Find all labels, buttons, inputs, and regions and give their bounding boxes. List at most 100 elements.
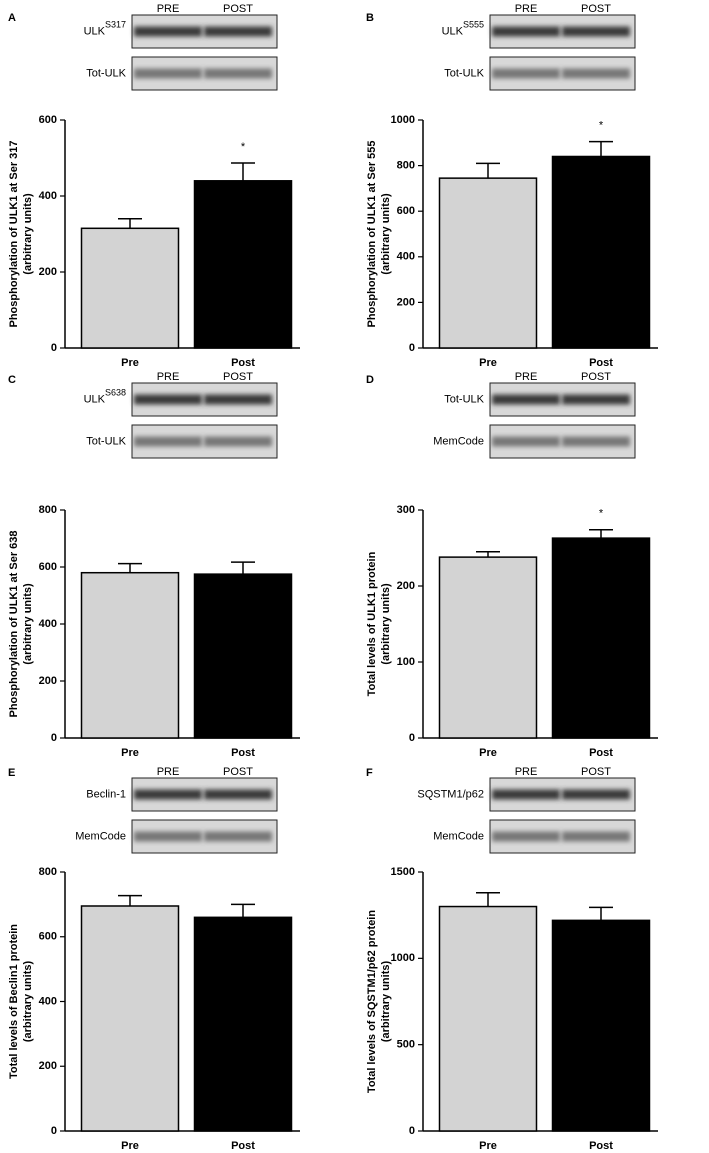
blot-band (492, 394, 560, 405)
panel-letter: B (366, 12, 374, 24)
blot-band (492, 26, 560, 37)
bar (551, 155, 651, 349)
lane-label: POST (223, 371, 253, 383)
bar (438, 905, 538, 1132)
blot-band (492, 789, 560, 800)
significance-marker: * (599, 508, 604, 520)
y-tick-label: 0 (409, 1125, 415, 1137)
x-tick-label: Pre (121, 747, 139, 759)
lane-label: POST (223, 766, 253, 778)
y-axis-label: Total levels of Beclin1 protein (8, 924, 20, 1079)
lane-label: PRE (157, 371, 180, 383)
y-axis-label: Phosphorylation of ULK1 at Ser 638 (8, 530, 20, 717)
y-tick-label: 100 (397, 656, 415, 668)
blot-band (204, 68, 272, 79)
blot-band (562, 394, 630, 405)
blot-band (562, 436, 630, 447)
y-axis-label: Total levels of SQSTM1/p62 protein (366, 910, 378, 1093)
blot-band (562, 26, 630, 37)
y-tick-label: 0 (409, 732, 415, 744)
y-tick-label: 200 (39, 1060, 57, 1072)
blot-row-name: Tot-ULK (86, 435, 126, 447)
blot-row-name: MemCode (75, 830, 126, 842)
y-tick-label: 200 (39, 675, 57, 687)
x-tick-label: Post (231, 1140, 255, 1152)
blot-row-name: Tot-ULK (444, 67, 484, 79)
lane-label: PRE (515, 3, 538, 15)
blot-band (562, 68, 630, 79)
y-axis-label: Phosphorylation of ULK1 at Ser 317 (8, 140, 20, 327)
blot-row-name: ULK (442, 25, 464, 37)
x-tick-label: Pre (121, 357, 139, 369)
panel-letter: F (366, 767, 373, 779)
lane-label: POST (581, 3, 611, 15)
blot-row-name: Tot-ULK (86, 67, 126, 79)
significance-marker: * (241, 141, 246, 153)
lane-label: POST (223, 3, 253, 15)
blot-row-superscript: S638 (105, 388, 126, 398)
y-axis-label: (arbitrary units) (22, 193, 34, 275)
blot-row-name: MemCode (433, 435, 484, 447)
blot-band (492, 436, 560, 447)
blot-band (204, 26, 272, 37)
blot-row-label: Tot-ULK (86, 67, 126, 79)
blot-band (134, 789, 202, 800)
blot-band (204, 436, 272, 447)
blot-band (492, 68, 560, 79)
blot-row-label: Beclin-1 (86, 788, 126, 800)
blot-row-label: Tot-ULK (86, 435, 126, 447)
blot-row-superscript: S555 (463, 20, 484, 30)
significance-marker: * (599, 120, 604, 132)
y-axis-label: (arbitrary units) (380, 193, 392, 275)
x-tick-label: Post (589, 1140, 613, 1152)
bar (80, 227, 180, 349)
y-tick-label: 300 (397, 504, 415, 516)
blot-row-name: MemCode (433, 830, 484, 842)
y-tick-label: 1000 (391, 952, 415, 964)
y-tick-label: 200 (397, 580, 415, 592)
y-tick-label: 800 (39, 866, 57, 878)
y-tick-label: 600 (39, 114, 57, 126)
blot-band (134, 394, 202, 405)
blot-row-label: MemCode (433, 830, 484, 842)
blot-band (134, 26, 202, 37)
lane-label: PRE (515, 371, 538, 383)
blot-band (562, 789, 630, 800)
y-tick-label: 600 (397, 205, 415, 217)
blot-row-name: SQSTM1/p62 (417, 788, 484, 800)
blot-band (134, 436, 202, 447)
blot-row-label: ULKS317 (84, 20, 126, 38)
y-tick-label: 400 (397, 251, 415, 263)
bar (80, 571, 180, 739)
blot-band (134, 831, 202, 842)
blot-row-label: Tot-ULK (444, 67, 484, 79)
x-tick-label: Post (589, 747, 613, 759)
y-tick-label: 200 (39, 266, 57, 278)
y-tick-label: 0 (409, 342, 415, 354)
x-tick-label: Pre (479, 357, 497, 369)
x-tick-label: Post (231, 357, 255, 369)
y-tick-label: 0 (51, 1125, 57, 1137)
y-tick-label: 600 (39, 931, 57, 943)
x-tick-label: Pre (121, 1140, 139, 1152)
y-tick-label: 500 (397, 1039, 415, 1051)
blot-row-name: Tot-ULK (444, 393, 484, 405)
bar (193, 573, 293, 739)
x-tick-label: Post (231, 747, 255, 759)
blot-row-label: MemCode (75, 830, 126, 842)
bar (193, 916, 293, 1132)
blot-row-label: ULKS555 (442, 20, 484, 38)
panel-letter: D (366, 374, 374, 386)
bar (551, 919, 651, 1132)
y-tick-label: 1500 (391, 866, 415, 878)
blot-row-label: SQSTM1/p62 (417, 788, 484, 800)
blot-band (134, 68, 202, 79)
y-axis-label: Total levels of ULK1 protein (366, 551, 378, 696)
lane-label: PRE (157, 3, 180, 15)
lane-label: PRE (515, 766, 538, 778)
blot-band (204, 394, 272, 405)
y-tick-label: 400 (39, 190, 57, 202)
y-axis-label: (arbitrary units) (380, 583, 392, 665)
y-tick-label: 0 (51, 342, 57, 354)
